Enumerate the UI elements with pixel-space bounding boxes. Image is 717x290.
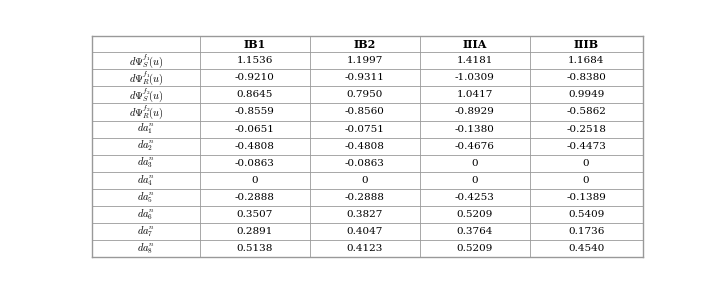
Text: 0.3507: 0.3507 [237, 210, 273, 219]
Text: 0.5209: 0.5209 [457, 210, 493, 219]
Text: $da_7^n$: $da_7^n$ [137, 224, 155, 239]
Text: 0: 0 [583, 159, 589, 168]
Text: -0.4473: -0.4473 [566, 142, 606, 151]
Text: 0.9949: 0.9949 [568, 90, 604, 99]
Text: -0.0863: -0.0863 [345, 159, 384, 168]
Text: IB2: IB2 [353, 39, 376, 50]
Text: -0.8559: -0.8559 [234, 108, 275, 117]
Text: -0.9210: -0.9210 [234, 73, 275, 82]
Text: 0.7950: 0.7950 [346, 90, 383, 99]
Text: 0.5209: 0.5209 [457, 244, 493, 253]
Text: -0.4808: -0.4808 [345, 142, 384, 151]
Text: $d\Psi_S^{f_2}\!(u)$: $d\Psi_S^{f_2}\!(u)$ [128, 86, 163, 104]
Text: 0: 0 [471, 176, 478, 185]
Text: 0.4123: 0.4123 [346, 244, 383, 253]
Text: -0.4676: -0.4676 [455, 142, 495, 151]
Text: 0.1736: 0.1736 [568, 227, 604, 236]
Text: -0.4253: -0.4253 [455, 193, 495, 202]
Text: 0.2891: 0.2891 [237, 227, 273, 236]
Text: 1.1536: 1.1536 [237, 56, 273, 65]
Text: IIIA: IIIA [462, 39, 487, 50]
Text: -0.1380: -0.1380 [455, 124, 495, 134]
Text: -0.2888: -0.2888 [234, 193, 275, 202]
Text: $d\Psi_S^{f_1}\!(u)$: $d\Psi_S^{f_1}\!(u)$ [128, 52, 163, 70]
Text: -0.0651: -0.0651 [234, 124, 275, 134]
Text: -0.8380: -0.8380 [566, 73, 606, 82]
Text: $da_6^n$: $da_6^n$ [137, 207, 155, 222]
Text: 0: 0 [583, 176, 589, 185]
Text: $da_4^n$: $da_4^n$ [137, 173, 155, 188]
Text: 0.3827: 0.3827 [346, 210, 383, 219]
Text: $da_3^n$: $da_3^n$ [137, 156, 155, 171]
Text: $da_1^n$: $da_1^n$ [137, 122, 155, 136]
Text: 0.4540: 0.4540 [568, 244, 604, 253]
Text: 0.5138: 0.5138 [237, 244, 273, 253]
Text: 0.4047: 0.4047 [346, 227, 383, 236]
Text: 1.4181: 1.4181 [457, 56, 493, 65]
Text: -0.2888: -0.2888 [345, 193, 384, 202]
Text: -0.2518: -0.2518 [566, 124, 606, 134]
Text: $da_2^n$: $da_2^n$ [137, 139, 155, 153]
Text: 1.0417: 1.0417 [457, 90, 493, 99]
Text: IIIB: IIIB [574, 39, 599, 50]
Text: -0.8929: -0.8929 [455, 108, 495, 117]
Text: IB1: IB1 [244, 39, 266, 50]
Text: 0: 0 [252, 176, 258, 185]
Text: 1.1997: 1.1997 [346, 56, 383, 65]
Text: -0.4808: -0.4808 [234, 142, 275, 151]
Text: 0: 0 [471, 159, 478, 168]
Text: -0.9311: -0.9311 [345, 73, 384, 82]
Text: -0.1389: -0.1389 [566, 193, 606, 202]
Text: -0.0751: -0.0751 [345, 124, 384, 134]
Text: $d\Psi_R^{f_1}\!(u)$: $d\Psi_R^{f_1}\!(u)$ [128, 69, 163, 87]
Text: 0.5409: 0.5409 [568, 210, 604, 219]
Text: -1.0309: -1.0309 [455, 73, 495, 82]
Text: $da_5^n$: $da_5^n$ [137, 190, 155, 205]
Text: $d\Psi_R^{f_2}\!(u)$: $d\Psi_R^{f_2}\!(u)$ [128, 103, 163, 121]
Text: -0.5862: -0.5862 [566, 108, 606, 117]
Text: -0.8560: -0.8560 [345, 108, 384, 117]
Text: 0.3764: 0.3764 [457, 227, 493, 236]
Text: $da_8^n$: $da_8^n$ [137, 241, 155, 256]
Text: 0: 0 [361, 176, 368, 185]
Text: 1.1684: 1.1684 [568, 56, 604, 65]
Text: -0.0863: -0.0863 [234, 159, 275, 168]
Text: 0.8645: 0.8645 [237, 90, 273, 99]
